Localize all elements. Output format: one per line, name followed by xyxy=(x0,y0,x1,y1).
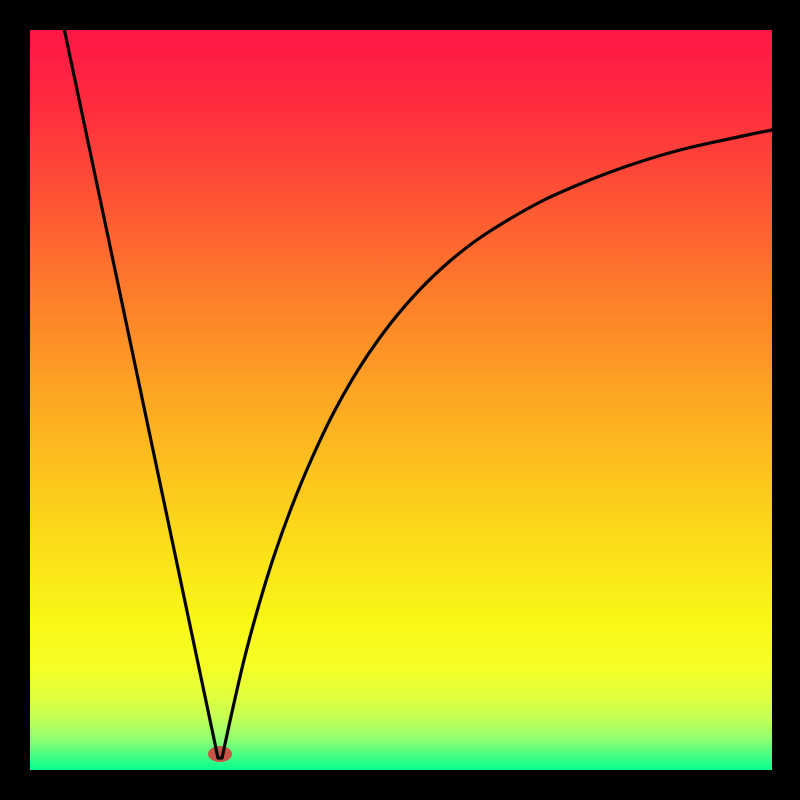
bottleneck-chart xyxy=(0,0,800,800)
